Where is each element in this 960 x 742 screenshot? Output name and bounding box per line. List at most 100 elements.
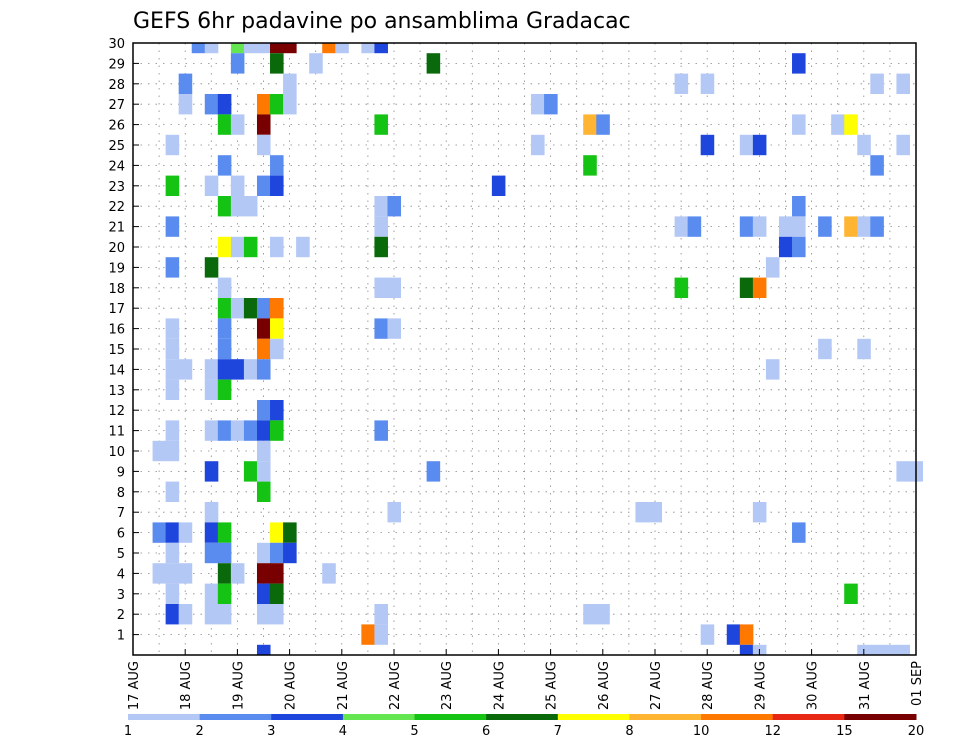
precip-cell [270, 53, 284, 74]
precip-cell [596, 114, 610, 135]
precip-cell [217, 298, 232, 319]
precip-cell [739, 624, 754, 645]
x-tick-label: 22 AUG [388, 661, 403, 710]
precip-cell [256, 604, 271, 625]
colorbar-label: 10 [693, 724, 710, 739]
precip-cell [230, 53, 245, 74]
precip-cell [739, 216, 754, 237]
y-tick-label: 18 [108, 282, 125, 297]
precip-cell [243, 196, 258, 217]
precip-cell [256, 400, 271, 421]
precip-cell [204, 461, 219, 482]
precip-cell [217, 542, 232, 564]
precip-cell [217, 338, 232, 360]
precip-cell [217, 236, 232, 258]
precip-cell [165, 134, 180, 156]
precip-cell [243, 461, 258, 482]
precip-cell [374, 420, 388, 441]
y-tick-label: 13 [108, 384, 125, 399]
precip-cell [270, 236, 284, 258]
precip-cell [387, 277, 402, 298]
precip-cell [896, 134, 910, 156]
precip-cell [374, 114, 388, 135]
y-tick-label: 29 [108, 57, 125, 72]
precip-cell [256, 542, 271, 564]
precip-cell [243, 298, 258, 319]
y-tick-label: 17 [108, 302, 125, 317]
precip-cell [322, 43, 336, 54]
precip-cell [256, 481, 271, 502]
precip-cell [648, 502, 663, 523]
precip-cell [857, 338, 871, 360]
precip-cell [204, 583, 219, 604]
precip-cell [883, 644, 897, 655]
precip-cell [635, 502, 649, 523]
precip-cell [165, 216, 180, 237]
precip-cell [374, 196, 388, 217]
chart-title: GEFS 6hr padavine po ansamblima Gradacac [133, 9, 631, 34]
precip-cell [217, 379, 232, 400]
precip-cell [230, 114, 245, 135]
precip-cell [361, 43, 375, 54]
x-axis-ticks: 17 AUG 18 AUG 19 AUG 20 AUG 21 AUG 22 AUG 23 A… [127, 649, 925, 710]
x-tick-label: 01 SEP [910, 661, 925, 706]
y-tick-label: 19 [108, 261, 125, 276]
precip-cell [270, 604, 284, 625]
y-tick-label: 7 [117, 506, 125, 521]
colorbar-label: 5 [410, 724, 418, 739]
x-tick-label: 28 AUG [701, 661, 716, 710]
precip-cell [870, 73, 884, 94]
precip-cell [270, 155, 284, 176]
y-tick-label: 12 [108, 404, 125, 419]
precip-cell [374, 604, 388, 625]
precip-cell [778, 236, 793, 258]
precip-cell [256, 43, 271, 54]
precip-cell [283, 522, 297, 543]
precip-cell [792, 522, 806, 543]
precip-cell [765, 359, 780, 380]
precip-cell [217, 318, 232, 339]
precip-cell [792, 216, 806, 237]
precip-cell [283, 43, 297, 54]
precip-cell [217, 94, 232, 115]
precip-cell [204, 604, 219, 625]
colorbar-label: 2 [195, 724, 203, 739]
precip-cell [256, 175, 271, 196]
y-tick-label: 9 [117, 465, 125, 480]
y-tick-label: 30 [108, 37, 125, 52]
x-tick-label: 19 AUG [231, 661, 246, 710]
y-tick-label: 5 [117, 547, 125, 562]
precip-cell [752, 277, 767, 298]
heatmap-cells [152, 43, 924, 655]
precip-cell [752, 216, 767, 237]
precip-cell [896, 644, 910, 655]
precip-cell [256, 563, 271, 584]
precip-cell [270, 338, 284, 360]
y-tick-label: 24 [108, 159, 125, 174]
precip-cell [217, 359, 232, 380]
colorbar-segment [271, 714, 344, 720]
colorbar-segment [629, 714, 702, 720]
y-tick-label: 25 [108, 139, 125, 154]
precip-cell [270, 43, 284, 54]
precip-cell [230, 420, 245, 441]
precip-cell [256, 114, 271, 135]
x-tick-label: 26 AUG [597, 661, 612, 710]
precip-cell [217, 155, 232, 176]
precip-cell [256, 583, 271, 604]
colorbar-label: 15 [836, 724, 853, 739]
precip-cell [204, 522, 219, 543]
precip-cell [243, 420, 258, 441]
colorbar-segment [414, 714, 487, 720]
precip-cell [752, 134, 767, 156]
y-tick-label: 20 [108, 241, 125, 256]
precip-cell [596, 604, 610, 625]
colorbar-label: 1 [124, 724, 132, 739]
precip-cell [700, 624, 715, 645]
precip-cell [778, 216, 793, 237]
precip-cell [165, 359, 180, 380]
y-tick-label: 8 [117, 486, 125, 501]
precip-cell [243, 236, 258, 258]
colorbar-segment [199, 714, 272, 720]
precip-cell [230, 359, 245, 380]
